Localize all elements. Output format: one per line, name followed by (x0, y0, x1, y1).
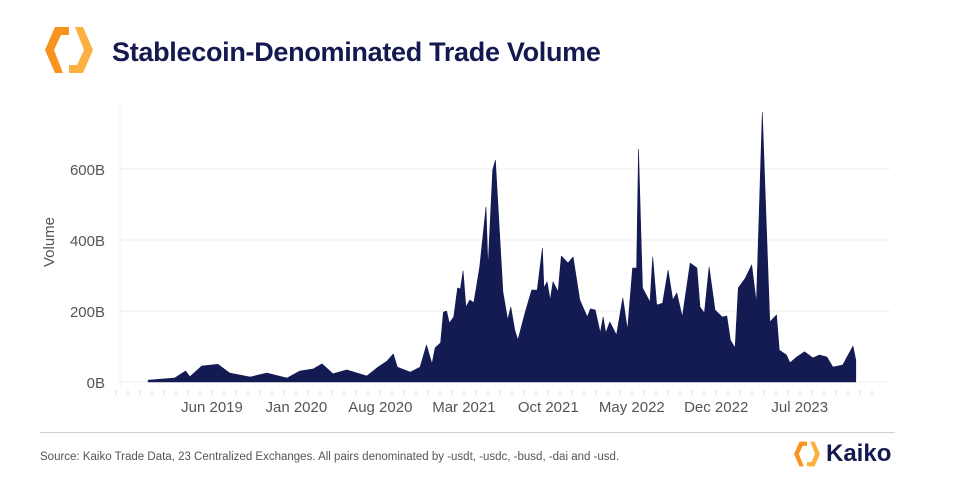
y-axis-label: Volume (41, 217, 58, 267)
page-title: Stablecoin-Denominated Trade Volume (112, 37, 601, 67)
x-tick-label: Oct 2021 (518, 399, 579, 416)
y-tick-label: 200B (70, 304, 105, 321)
kaiko-logo-icon (45, 27, 93, 73)
source-note: Source: Kaiko Trade Data, 23 Centralized… (40, 451, 620, 463)
x-tick-label: Jun 2019 (181, 399, 243, 416)
y-tick-label: 0B (87, 375, 105, 392)
y-tick-label: 600B (70, 162, 105, 179)
x-tick-label: Jan 2020 (265, 399, 327, 416)
footer-divider (40, 432, 895, 433)
volume-area (147, 111, 857, 383)
x-tick-label: Dec 2022 (684, 399, 748, 416)
x-tick-label: Jul 2023 (771, 399, 828, 416)
kaiko-logo-icon (794, 441, 820, 467)
x-tick-label: May 2022 (599, 399, 665, 416)
y-tick-label: 400B (70, 233, 105, 250)
brand-logo: Kaiko (793, 440, 891, 468)
x-tick-label: Mar 2021 (432, 399, 495, 416)
x-tick-label: Aug 2020 (348, 399, 412, 416)
brand-name: Kaiko (826, 440, 892, 467)
